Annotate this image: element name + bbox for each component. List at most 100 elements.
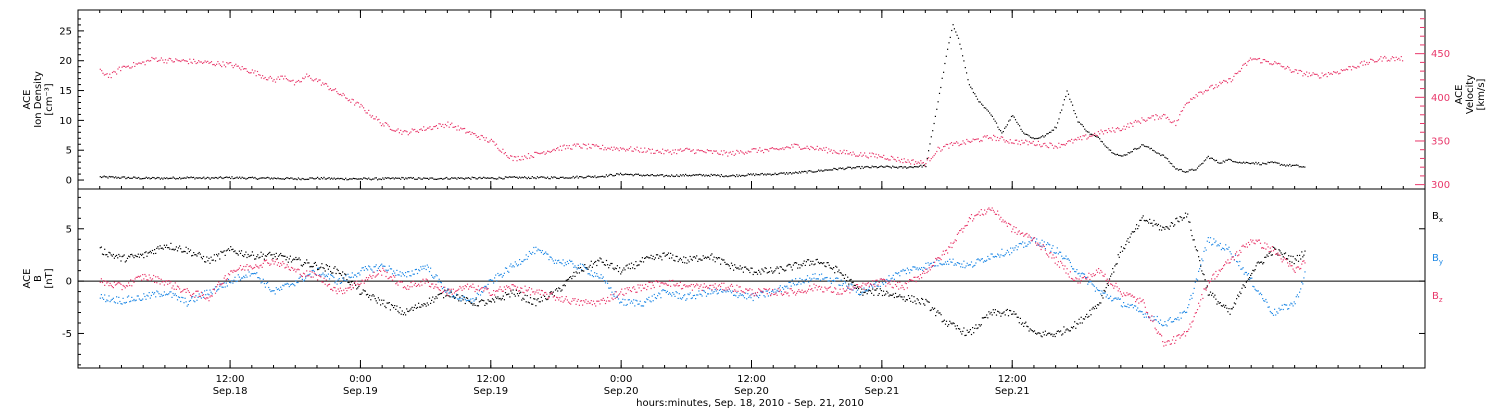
velocity-series-point — [129, 67, 131, 69]
by-series-point — [1083, 273, 1086, 275]
bx-series-point — [346, 279, 348, 281]
density-series-point — [741, 174, 743, 177]
bx-series-point — [380, 304, 382, 306]
velocity-series-point — [1284, 68, 1286, 70]
bz-series-point — [750, 294, 752, 296]
velocity-series-point — [545, 152, 547, 154]
bx-series-point — [1267, 255, 1269, 257]
by-series-point — [220, 283, 222, 285]
by-series-point — [847, 287, 849, 289]
by-series-point — [239, 279, 242, 281]
by-series-point — [917, 269, 919, 271]
velocity-series-point — [1119, 130, 1121, 132]
density-series-point — [1148, 146, 1150, 148]
density-series-point — [1142, 144, 1144, 146]
density-series-point — [396, 177, 398, 179]
bz-series-point — [474, 290, 476, 293]
by-series-point — [837, 277, 839, 279]
density-series-point — [843, 168, 845, 171]
velocity-series-point — [679, 148, 682, 150]
bx-series-point — [795, 262, 797, 264]
bx-series-point — [1303, 254, 1305, 256]
density-series-point — [562, 176, 564, 178]
by-series-point — [177, 296, 180, 298]
velocity-series-point — [1010, 142, 1013, 144]
density-series-point — [1262, 162, 1264, 164]
velocity-series-point — [296, 80, 298, 82]
velocity-series-point — [881, 156, 884, 158]
velocity-series-point — [292, 79, 294, 81]
by-series-point — [1263, 300, 1265, 302]
by-series-point — [1205, 249, 1207, 251]
by-series-point — [1039, 242, 1041, 244]
by-series-point — [651, 295, 653, 297]
by-series-point — [395, 274, 397, 276]
bx-series-point — [942, 320, 944, 322]
by-series-point — [557, 260, 559, 262]
velocity-series-point — [916, 163, 918, 165]
velocity-series-point — [633, 148, 636, 150]
density-series-point — [725, 175, 728, 177]
bx-series-point — [652, 255, 654, 257]
bx-series-point — [1003, 311, 1005, 313]
by-series-point — [1258, 293, 1260, 295]
bx-series-point — [195, 254, 197, 256]
by-series-point — [163, 291, 165, 293]
bz-series-point — [537, 292, 539, 294]
bx-series-point — [381, 299, 383, 301]
by-series-point — [935, 265, 937, 267]
bx-series-point — [585, 267, 587, 269]
bx-series-point — [745, 266, 747, 268]
bx-series-point — [1053, 333, 1055, 336]
density-series-point — [232, 178, 234, 180]
by-series-point — [745, 292, 747, 294]
velocity-series-point — [930, 158, 932, 160]
by-series-point — [209, 289, 211, 291]
velocity-series-point — [207, 60, 209, 62]
bz-series-point — [811, 288, 813, 290]
bx-series-point — [1022, 322, 1024, 324]
density-series-point — [976, 98, 979, 100]
bx-series-point — [1143, 219, 1145, 222]
bx-series-point — [739, 265, 741, 267]
bz-series-point — [877, 284, 879, 286]
density-series-point — [784, 173, 786, 175]
bx-series-point — [1188, 221, 1190, 223]
by-series-point — [705, 295, 708, 297]
bx-series-point — [370, 299, 372, 301]
velocity-series-point — [872, 153, 875, 155]
by-series-point — [817, 278, 819, 280]
bx-series-point — [912, 301, 914, 303]
velocity-series-point — [1202, 93, 1204, 95]
by-series-point — [1199, 268, 1201, 270]
bz-series-point — [355, 284, 357, 286]
density-series-point — [809, 170, 811, 172]
bx-series-point — [483, 300, 485, 302]
velocity-series-point — [967, 140, 969, 142]
bx-series-point — [1226, 307, 1228, 309]
bz-series-point — [815, 284, 817, 287]
bx-series-point — [918, 302, 920, 304]
by-series-point — [634, 305, 636, 307]
bz-series-point — [846, 289, 848, 291]
bz-series-point — [862, 282, 864, 284]
velocity-series-point — [729, 151, 731, 153]
bz-series-point — [376, 274, 378, 276]
density-series-point — [660, 174, 662, 176]
by-series-point — [389, 268, 391, 270]
density-series-point — [484, 177, 486, 179]
velocity-series-point — [120, 70, 122, 72]
bx-series-point — [300, 264, 302, 266]
density-series-point — [1176, 168, 1178, 170]
bz-series-point — [299, 273, 301, 275]
density-series-point — [182, 177, 184, 179]
bx-series-point — [1075, 327, 1077, 329]
bx-series-point — [526, 295, 528, 297]
density-series-point — [327, 177, 329, 179]
velocity-series-point — [126, 65, 128, 68]
velocity-series-point — [718, 153, 720, 155]
bz-series-point — [561, 296, 563, 298]
density-series-point — [1135, 148, 1137, 150]
density-series-point — [962, 55, 964, 57]
bx-series-point — [1087, 316, 1089, 318]
